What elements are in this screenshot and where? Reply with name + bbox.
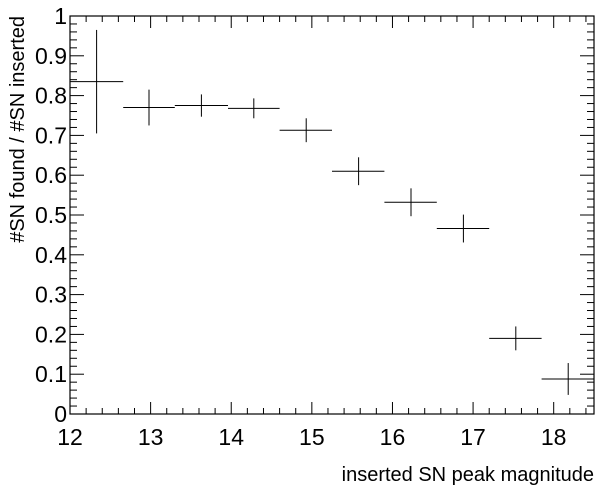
plot-frame xyxy=(69,15,595,415)
x-tick-label: 13 xyxy=(138,424,164,450)
y-tick-label: 0.8 xyxy=(35,83,67,109)
data-point xyxy=(332,157,385,186)
x-tick-label: 17 xyxy=(460,424,486,450)
data-point xyxy=(384,188,437,217)
x-tick-labels: 12 13 14 15 16 17 18 xyxy=(57,424,566,450)
x-tick-label: 18 xyxy=(541,424,567,450)
y-axis-title: #SN found / #SN inserted xyxy=(7,16,29,243)
x-tick-label: 14 xyxy=(218,424,244,450)
y-tick-label: 0.4 xyxy=(35,242,67,268)
y-tick-label: 0.9 xyxy=(35,43,67,69)
y-tick-label: 1 xyxy=(54,3,67,29)
data-point xyxy=(174,94,229,117)
x-axis-title: inserted SN peak magnitude xyxy=(342,464,594,486)
data-point xyxy=(123,89,175,126)
y-tick-label: 0.2 xyxy=(35,321,67,347)
data-point xyxy=(70,29,124,134)
y-tick-label: 0 xyxy=(54,401,67,427)
y-tick-labels: 0 0.1 0.2 0.3 0.4 0.5 0.6 0.7 0.8 0.9 1 xyxy=(35,3,67,427)
y-tick-label: 0.7 xyxy=(35,122,67,148)
x-tick-label: 12 xyxy=(57,424,83,450)
y-tick-label: 0.6 xyxy=(35,162,67,188)
data-point xyxy=(489,326,542,351)
data-point xyxy=(436,214,490,243)
data-point xyxy=(228,98,280,119)
data-point xyxy=(541,363,594,395)
x-tick-label: 16 xyxy=(380,424,406,450)
data-points xyxy=(70,29,594,395)
x-tick-label: 15 xyxy=(299,424,325,450)
data-point xyxy=(279,118,332,143)
y-tick-label: 0.5 xyxy=(35,202,67,228)
y-tick-label: 0.1 xyxy=(35,361,67,387)
y-tick-label: 0.3 xyxy=(35,282,67,308)
axis-ticks xyxy=(69,15,594,415)
